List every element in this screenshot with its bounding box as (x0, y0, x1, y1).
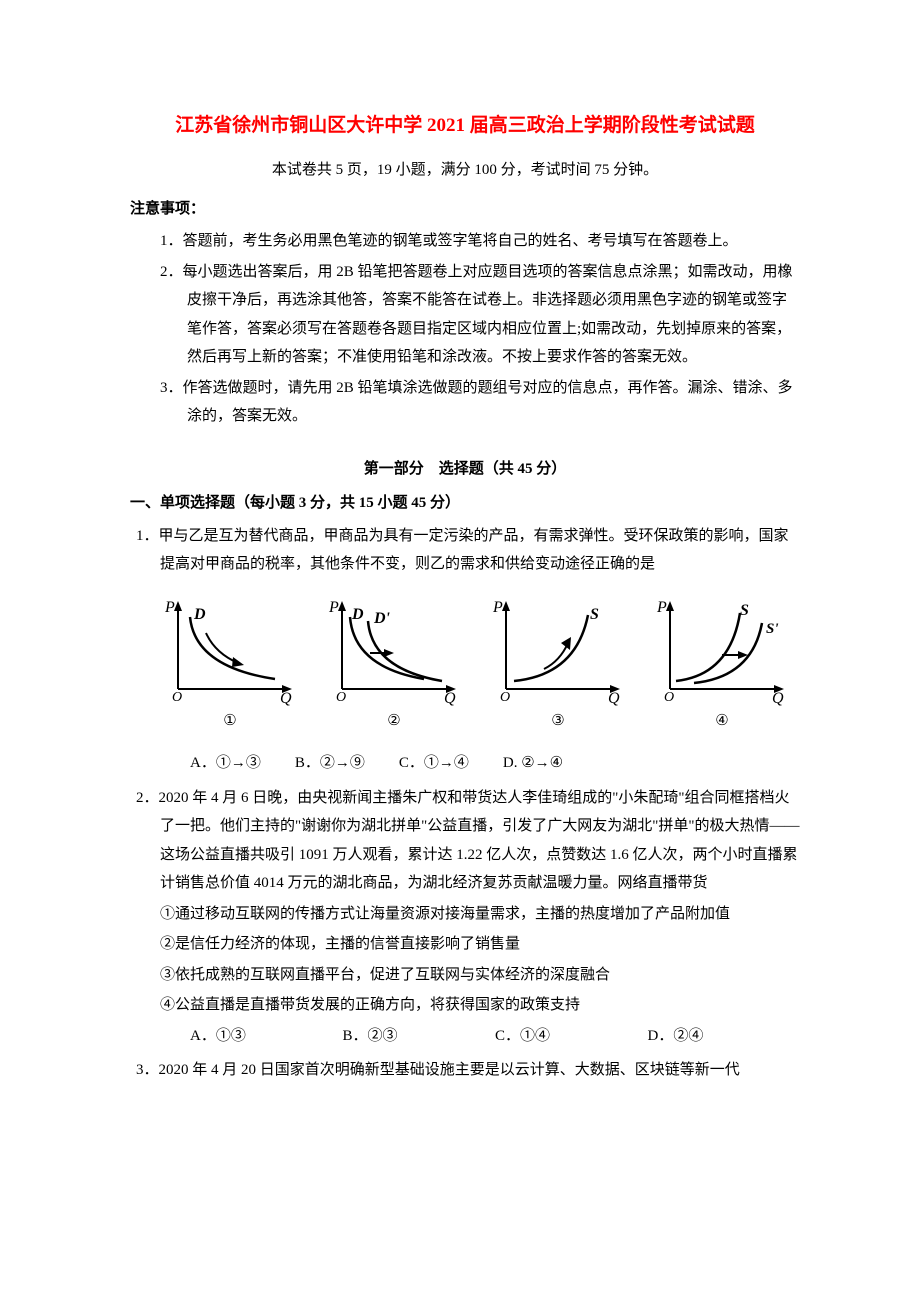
svg-text:P: P (328, 599, 339, 616)
q2-option-a[interactable]: A．①③ (190, 1022, 343, 1051)
q2-option-b[interactable]: B．②③ (343, 1022, 496, 1051)
chart-4-num: ④ (715, 707, 728, 736)
q1-chart-row: P Q O D ① P Q O D D' ② (130, 597, 800, 736)
notice-item-2: 2．每小题选出答案后，用 2B 铅笔把答题卷上对应题目选项的答案信息点涂黑；如需… (157, 258, 800, 372)
svg-text:Q: Q (772, 690, 784, 707)
notice-item-1: 1．答题前，考生务必用黑色笔迹的钢笔或签字笔将自己的姓名、考号填写在答题卷上。 (157, 227, 800, 256)
q2-options: A．①③ B．②③ C．①④ D．②④ (130, 1022, 800, 1051)
svg-text:S: S (740, 602, 749, 619)
q2-option-d[interactable]: D．②④ (648, 1022, 801, 1051)
demand-curve-icon: P Q O D (160, 597, 300, 707)
q2-line-3: ③依托成熟的互联网直播平台，促进了互联网与实体经济的深度融合 (130, 961, 800, 990)
svg-text:Q: Q (444, 690, 456, 707)
q1-chart-2: P Q O D D' ② (324, 597, 464, 736)
notice-item-3: 3．作答选做题时，请先用 2B 铅笔填涂选做题的题组号对应的信息点，再作答。漏涂… (157, 374, 800, 431)
chart-1-num: ① (223, 707, 236, 736)
supply-curve-icon: P Q O S (488, 597, 628, 707)
notice-heading: 注意事项： (130, 195, 800, 224)
svg-text:O: O (664, 690, 674, 705)
q1-chart-1: P Q O D ① (160, 597, 300, 736)
section-heading: 第一部分 选择题（共 45 分） (130, 455, 800, 484)
supply-shift-icon: P Q O S S' (652, 597, 792, 707)
q1-chart-3: P Q O S ③ (488, 597, 628, 736)
svg-text:Q: Q (608, 690, 620, 707)
q1-options: A．①→③ B．②→⑨ C．①→④ D. ②→④ (130, 749, 800, 778)
demand-shift-icon: P Q O D D' (324, 597, 464, 707)
question-2-stem: 2．2020 年 4 月 6 日晚，由央视新闻主播朱广权和带货达人李佳琦组成的"… (130, 784, 800, 898)
exam-info: 本试卷共 5 页，19 小题，满分 100 分，考试时间 75 分钟。 (130, 156, 800, 185)
svg-text:O: O (336, 690, 346, 705)
q1-chart-4: P Q O S S' ④ (652, 597, 792, 736)
svg-text:P: P (492, 599, 503, 616)
q2-option-c[interactable]: C．①④ (495, 1022, 648, 1051)
svg-text:S: S (590, 606, 599, 623)
question-1-stem: 1．甲与乙是互为替代商品，甲商品为具有一定污染的产品，有需求弹性。受环保政策的影… (130, 522, 800, 579)
svg-text:D': D' (373, 610, 391, 627)
svg-text:O: O (172, 690, 182, 705)
q1-option-d[interactable]: D. ②→④ (503, 749, 563, 778)
question-3-stem: 3．2020 年 4 月 20 日国家首次明确新型基础设施主要是以云计算、大数据… (130, 1056, 800, 1085)
q2-line-2: ②是信任力经济的体现，主播的信誉直接影响了销售量 (130, 930, 800, 959)
svg-text:O: O (500, 690, 510, 705)
chart-2-num: ② (387, 707, 400, 736)
svg-text:S': S' (766, 621, 779, 637)
q2-line-1: ①通过移动互联网的传播方式让海量资源对接海量需求，主播的热度增加了产品附加值 (130, 900, 800, 929)
q1-option-c[interactable]: C．①→④ (399, 749, 469, 778)
q1-option-a[interactable]: A．①→③ (190, 749, 261, 778)
subsection-heading: 一、单项选择题（每小题 3 分，共 15 小题 45 分） (130, 489, 800, 518)
q1-option-b[interactable]: B．②→⑨ (295, 749, 365, 778)
svg-text:D: D (351, 606, 364, 623)
svg-text:D: D (193, 606, 206, 623)
page-title: 江苏省徐州市铜山区大许中学 2021 届高三政治上学期阶段性考试试题 (130, 110, 800, 142)
q2-line-4: ④公益直播是直播带货发展的正确方向，将获得国家的政策支持 (130, 991, 800, 1020)
svg-text:P: P (164, 599, 175, 616)
chart-3-num: ③ (551, 707, 564, 736)
svg-text:P: P (656, 599, 667, 616)
svg-text:Q: Q (280, 690, 292, 707)
